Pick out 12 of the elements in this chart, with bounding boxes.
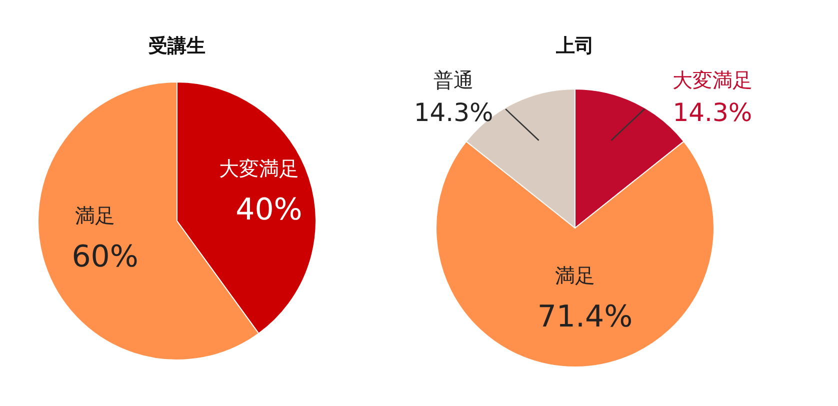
chart-title: 上司: [555, 35, 594, 57]
data-label: 14.3%: [414, 98, 494, 128]
data-label: 71.4%: [537, 299, 633, 334]
data-label: 14.3%: [672, 98, 752, 128]
slice-label: 満足: [75, 204, 116, 228]
data-label: 60%: [72, 240, 138, 275]
slice-label: 普通: [434, 68, 474, 92]
slice-label: 大変満足: [672, 68, 752, 92]
slice-label: 大変満足: [218, 156, 299, 180]
chart-title: 受講生: [148, 35, 206, 57]
data-label: 40%: [236, 192, 302, 228]
slice-label: 満足: [555, 263, 595, 288]
